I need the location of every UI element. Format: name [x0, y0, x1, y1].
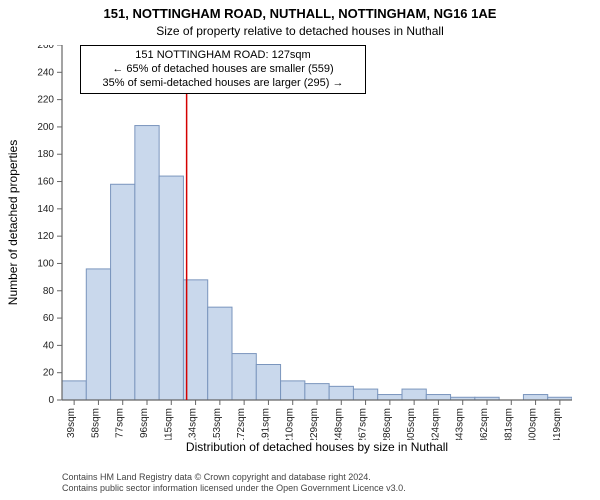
svg-text:229sqm: 229sqm: [309, 408, 320, 440]
svg-text:324sqm: 324sqm: [430, 408, 441, 440]
svg-text:100: 100: [37, 258, 54, 269]
svg-text:343sqm: 343sqm: [455, 408, 466, 440]
svg-text:180: 180: [37, 149, 54, 160]
svg-text:400sqm: 400sqm: [528, 408, 539, 440]
svg-text:286sqm: 286sqm: [382, 408, 393, 440]
chart-container: { "title_line1": "151, NOTTINGHAM ROAD, …: [0, 0, 600, 500]
svg-text:120: 120: [37, 231, 54, 242]
infobox-line-larger: 35% of semi-detached houses are larger (…: [87, 77, 359, 91]
svg-text:115sqm: 115sqm: [163, 408, 174, 440]
svg-text:381sqm: 381sqm: [503, 408, 514, 440]
histogram-svg: 0 20 40 60 80 100 120 140 160 180 200 220 240 260 39sq…: [28, 45, 572, 440]
chart-subtitle: Size of property relative to detached ho…: [0, 24, 600, 38]
infobox-line-smaller: ← 65% of detached houses are smaller (55…: [87, 63, 359, 77]
plot-area: 02040608010012014016018020022024026039sq…: [62, 45, 572, 400]
reference-info-box: 151 NOTTINGHAM ROAD: 127sqm ← 65% of det…: [80, 45, 366, 94]
svg-text:248sqm: 248sqm: [333, 408, 344, 440]
svg-text:200: 200: [37, 122, 54, 133]
svg-text:96sqm: 96sqm: [139, 408, 150, 438]
chart-title-address: 151, NOTTINGHAM ROAD, NUTHALL, NOTTINGHA…: [0, 6, 600, 21]
svg-text:20: 20: [43, 368, 55, 379]
svg-text:60: 60: [43, 313, 55, 324]
svg-text:210sqm: 210sqm: [285, 408, 296, 440]
svg-text:191sqm: 191sqm: [260, 408, 271, 440]
svg-text:39sqm: 39sqm: [66, 408, 77, 438]
svg-text:40: 40: [43, 340, 55, 351]
footer-line-2: Contains public sector information licen…: [62, 483, 572, 494]
svg-text:160: 160: [37, 177, 54, 188]
x-axis-label: Distribution of detached houses by size …: [62, 440, 572, 454]
svg-text:267sqm: 267sqm: [358, 408, 369, 440]
svg-text:362sqm: 362sqm: [479, 408, 490, 440]
footer-line-1: Contains HM Land Registry data © Crown c…: [62, 472, 572, 483]
svg-text:260: 260: [37, 45, 54, 51]
svg-text:58sqm: 58sqm: [90, 408, 101, 438]
svg-text:77sqm: 77sqm: [115, 408, 126, 438]
y-axis-label: Number of detached properties: [6, 45, 22, 400]
svg-text:220: 220: [37, 95, 54, 106]
svg-text:419sqm: 419sqm: [552, 408, 563, 440]
svg-text:305sqm: 305sqm: [406, 408, 417, 440]
svg-text:134sqm: 134sqm: [188, 408, 199, 440]
svg-text:80: 80: [43, 286, 55, 297]
svg-text:172sqm: 172sqm: [236, 408, 247, 440]
infobox-line-property: 151 NOTTINGHAM ROAD: 127sqm: [87, 49, 359, 63]
svg-text:140: 140: [37, 204, 54, 215]
svg-text:0: 0: [48, 395, 54, 406]
attribution-footer: Contains HM Land Registry data © Crown c…: [62, 472, 572, 495]
svg-text:153sqm: 153sqm: [212, 408, 223, 440]
svg-text:240: 240: [37, 67, 54, 78]
